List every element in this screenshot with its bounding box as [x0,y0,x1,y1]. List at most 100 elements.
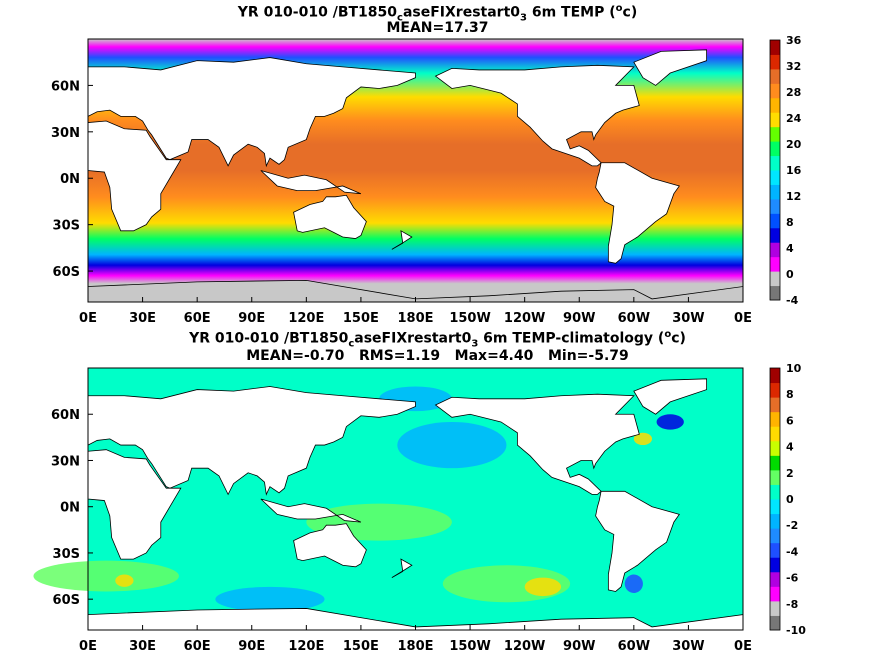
colorbar-segment [770,513,780,529]
colorbar-segment [770,571,780,587]
colorbar-tick-label: 6 [786,414,794,427]
colorbar-tick-label: 28 [786,86,801,99]
colorbar-segment [770,83,780,99]
anomaly-patch [624,574,643,594]
land-greenland [633,378,708,415]
colorbar-segment [770,68,780,84]
x-tick-label: 30E [129,639,156,654]
bottom-chart-stats: MEAN=-0.70 RMS=1.19 Max=4.40 Min=-5.79 [246,348,629,364]
y-tick-label: 0N [60,172,80,187]
colorbar-tick-label: 4 [786,242,794,255]
colorbar-segment [770,615,780,631]
colorbar-segment [770,285,780,301]
top-chart-title: YR 010-010 /BT1850caseFIXrestart03 6m TE… [237,3,638,24]
colorbar-tick-label: 2 [786,467,794,480]
anomaly-patch [633,432,653,446]
land-indonesia [260,170,362,195]
anomaly-patch [524,577,562,597]
colorbar-segment [770,455,780,471]
land-newzealand [391,230,413,250]
colorbar-segment [770,97,780,113]
colorbar-tick-label: -4 [786,545,799,558]
colorbar-tick-label: 16 [786,164,802,177]
y-tick-label: 60N [51,408,80,423]
colorbar-segment [770,484,780,500]
colorbar-segment [770,256,780,272]
colorbar-segment [770,440,780,456]
x-tick-label: 60W [618,311,650,326]
colorbar-tick-label: 8 [786,388,794,401]
colorbar-segment [770,397,780,413]
colorbar-segment [770,557,780,573]
land-samerica [595,162,680,264]
y-tick-label: 30S [53,219,80,234]
anomaly-patch [397,421,507,469]
land-newzealand [391,558,413,578]
bottom-chart-title: YR 010-010 /BT1850caseFIXrestart03 6m TE… [189,329,686,350]
x-tick-label: 120W [504,311,545,326]
colorbar-tick-label: 20 [786,138,802,151]
colorbar-segment [770,213,780,229]
colorbar-segment [770,528,780,544]
bottom-map-land [87,378,744,631]
colorbar-tick-label: -10 [786,624,806,637]
land-africa [87,449,182,560]
x-tick-label: 90E [238,639,265,654]
x-tick-label: 150W [449,639,490,654]
top-chart-stats: MEAN=17.37 [386,20,489,36]
colorbar-tick-label: 12 [786,190,801,203]
colorbar-tick-label: -4 [786,294,799,307]
x-tick-label: 180E [397,311,433,326]
colorbar-segment [770,198,780,214]
y-tick-label: 30N [51,126,80,141]
colorbar-segment [770,271,780,287]
colorbar-segment [770,141,780,157]
colorbar-segment [770,382,780,398]
x-tick-label: 0E [79,639,97,654]
x-tick-label: 0E [734,311,752,326]
colorbar-segment [770,40,780,55]
bottom-map-axis-ticks: 0E 30E 60E 90E 120E 150E 180E 150W 120W 90W 60W 30W… [51,408,752,654]
x-tick-label: 90W [563,311,595,326]
land-namerica [434,393,640,495]
colorbar-segment [770,242,780,258]
colorbar-tick-label: 0 [786,268,794,281]
y-tick-label: 60N [51,79,80,94]
colorbar-tick-label: 4 [786,441,794,454]
y-tick-label: 30N [51,454,80,469]
colorbar-segment [770,184,780,200]
x-tick-label: 90W [563,639,595,654]
colorbar-tick-label: -8 [786,598,798,611]
top-colorbar: 36 32 28 24 20 16 12 8 4 0 -4 [769,34,802,307]
anomaly-patch [215,586,325,612]
x-tick-label: 60W [618,639,650,654]
x-tick-label: 0E [734,639,752,654]
colorbar-segment [770,499,780,515]
colorbar-segment [770,426,780,442]
colorbar-tick-label: -2 [786,519,798,532]
colorbar-tick-label: 10 [786,362,802,375]
colorbar-tick-label: 36 [786,34,802,47]
x-tick-label: 60E [184,639,211,654]
colorbar-segment [770,112,780,128]
land-namerica [434,64,640,167]
x-tick-label: 90E [238,311,265,326]
x-tick-label: 120W [504,639,545,654]
land-australia [293,194,367,239]
x-tick-label: 150E [343,311,379,326]
colorbar-tick-label: 8 [786,216,794,229]
bottom-map-panel: 0E 30E 60E 90E 120E 150E 180E 150W 120W 90W 60W 30W… [33,367,752,654]
land-australia [293,523,367,568]
y-tick-label: 30S [53,547,80,562]
colorbar-segment [770,411,780,427]
land-indonesia [260,498,362,523]
anomaly-patch [115,574,134,587]
colorbar-tick-label: 24 [786,112,802,125]
x-tick-label: 30W [672,639,704,654]
land-eurasia [87,386,416,496]
anomaly-patch [656,414,684,430]
y-tick-label: 60S [53,265,80,280]
x-tick-label: 150W [449,311,490,326]
colorbar-segment [770,54,780,70]
